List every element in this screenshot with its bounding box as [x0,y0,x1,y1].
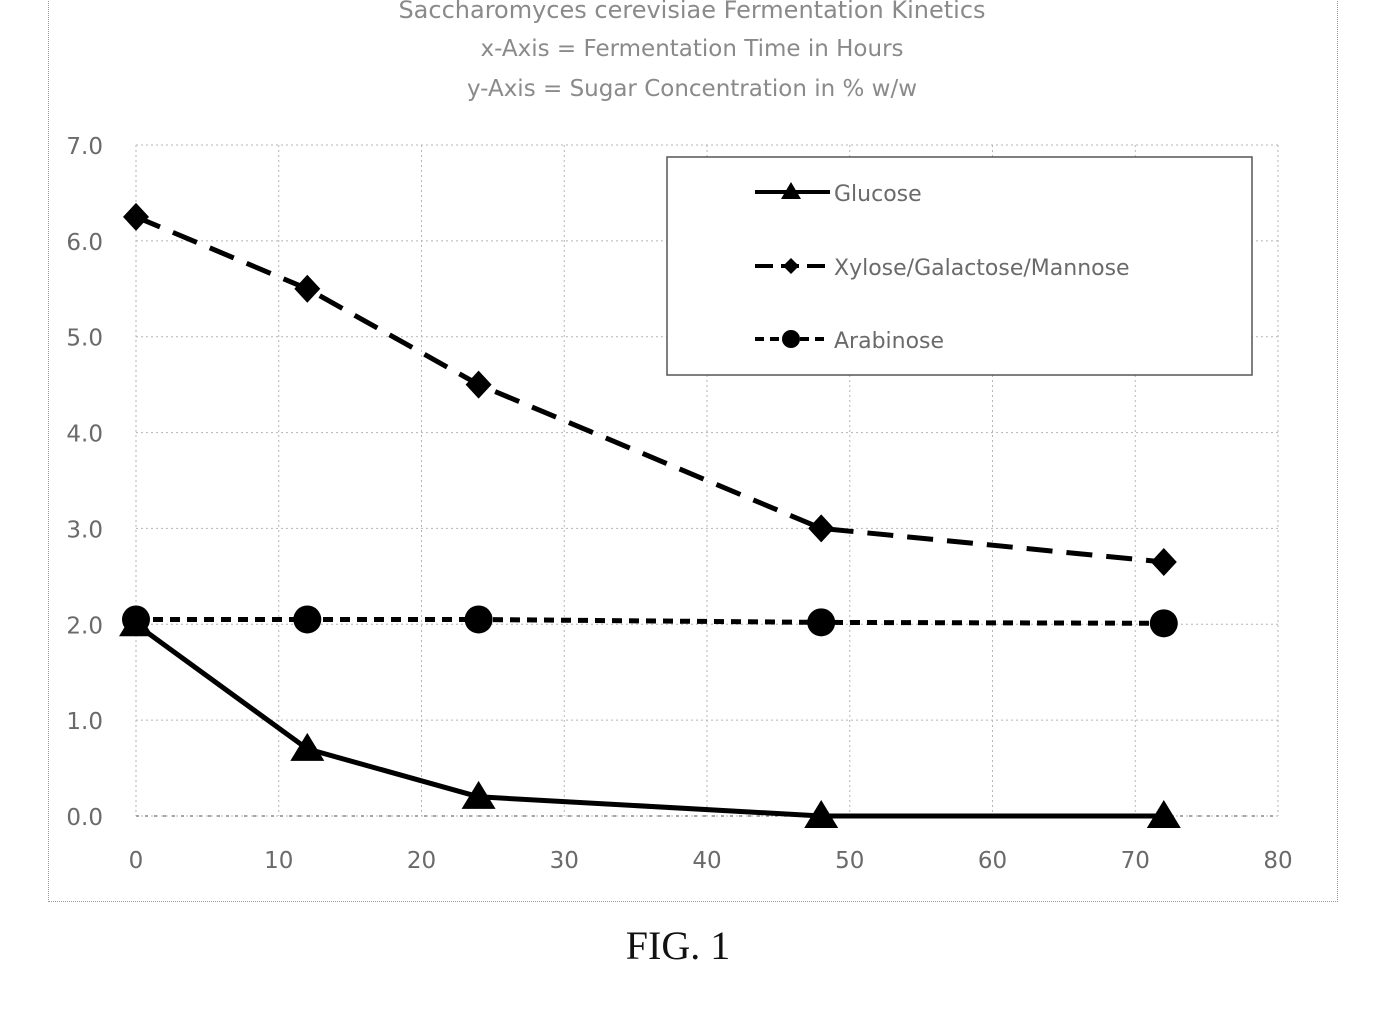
legend-label-glucose: Glucose [834,182,922,207]
y-tick-label: 2.0 [66,613,103,639]
y-tick-label: 3.0 [66,517,103,543]
y-tick-label: 7.0 [66,134,103,160]
y-tick-label: 6.0 [66,230,103,256]
data-point-xylose [466,371,492,399]
data-point-xylose [1151,548,1177,576]
series-line-arabinose [136,620,1164,624]
x-tick-label: 50 [835,848,864,874]
y-tick-label: 5.0 [66,326,103,352]
data-point-arabinose [465,605,493,633]
chart-title: Saccharomyces cerevisiae Fermentation Ki… [398,0,985,24]
legend-label-arabinose: Arabinose [834,329,944,354]
y-tick-label: 1.0 [66,709,103,735]
x-tick-label: 40 [692,848,721,874]
y-tick-label: 0.0 [66,805,103,831]
chart-subtitle-y: y-Axis = Sugar Concentration in % w/w [467,76,917,102]
title-layer: Saccharomyces cerevisiae Fermentation Ki… [398,0,985,102]
data-point-arabinose [293,605,321,633]
data-point-arabinose [1150,609,1178,637]
data-point-arabinose [122,605,150,633]
figure-caption: FIG. 1 [0,922,1356,969]
x-tick-label: 0 [129,848,144,874]
data-point-xylose [808,514,834,542]
legend-label-xylose: Xylose/Galactose/Mannose [834,256,1130,281]
x-tick-label: 30 [550,848,579,874]
data-point-xylose [123,203,149,231]
legend-circle-icon [782,330,800,348]
x-tick-label: 70 [1121,848,1150,874]
x-tick-label: 80 [1263,848,1292,874]
x-tick-label: 60 [978,848,1007,874]
y-tick-label: 4.0 [66,422,103,448]
data-point-glucose [290,733,324,761]
x-tick-label: 20 [407,848,436,874]
legend: Glucose Xylose/Galactose/Mannose Arabino… [667,157,1252,375]
series-line-glucose [136,624,1164,816]
x-tick-label: 10 [264,848,293,874]
chart-subtitle-x: x-Axis = Fermentation Time in Hours [480,36,903,62]
data-point-xylose [294,275,320,303]
data-point-arabinose [807,608,835,636]
